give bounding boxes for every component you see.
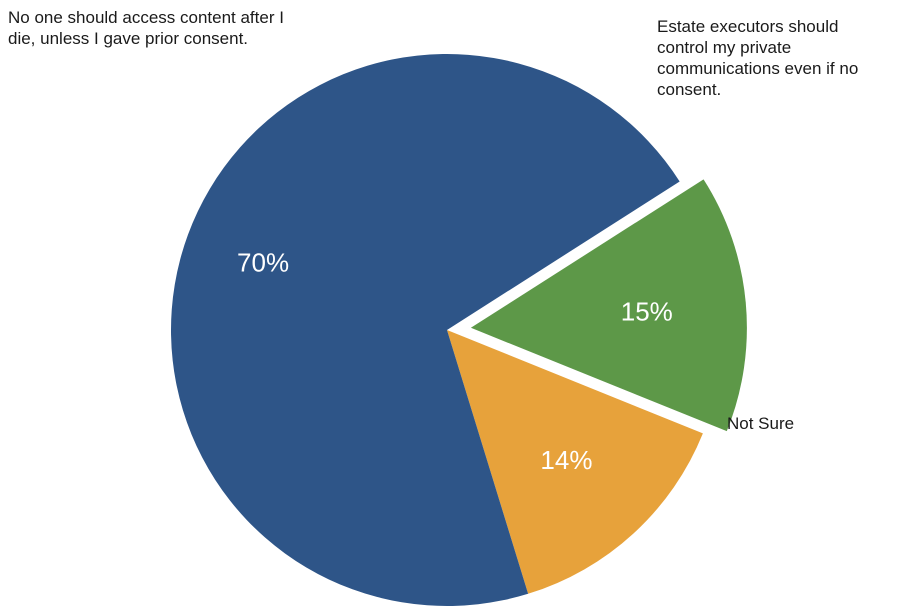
slice-category-label-executors: Estate executors should control my priva…	[657, 17, 859, 99]
slice-not-sure	[447, 330, 703, 594]
slice-category-label-not-sure: Not Sure	[727, 414, 795, 433]
value-label-not-sure: 14%	[540, 445, 592, 475]
value-label-no-access: 70%	[237, 247, 289, 277]
slice-no-access	[171, 54, 680, 607]
value-label-executors: 15%	[621, 297, 673, 327]
slice-category-label-no-access: No one should access content after I die…	[8, 8, 284, 48]
slice-executors	[470, 179, 747, 432]
